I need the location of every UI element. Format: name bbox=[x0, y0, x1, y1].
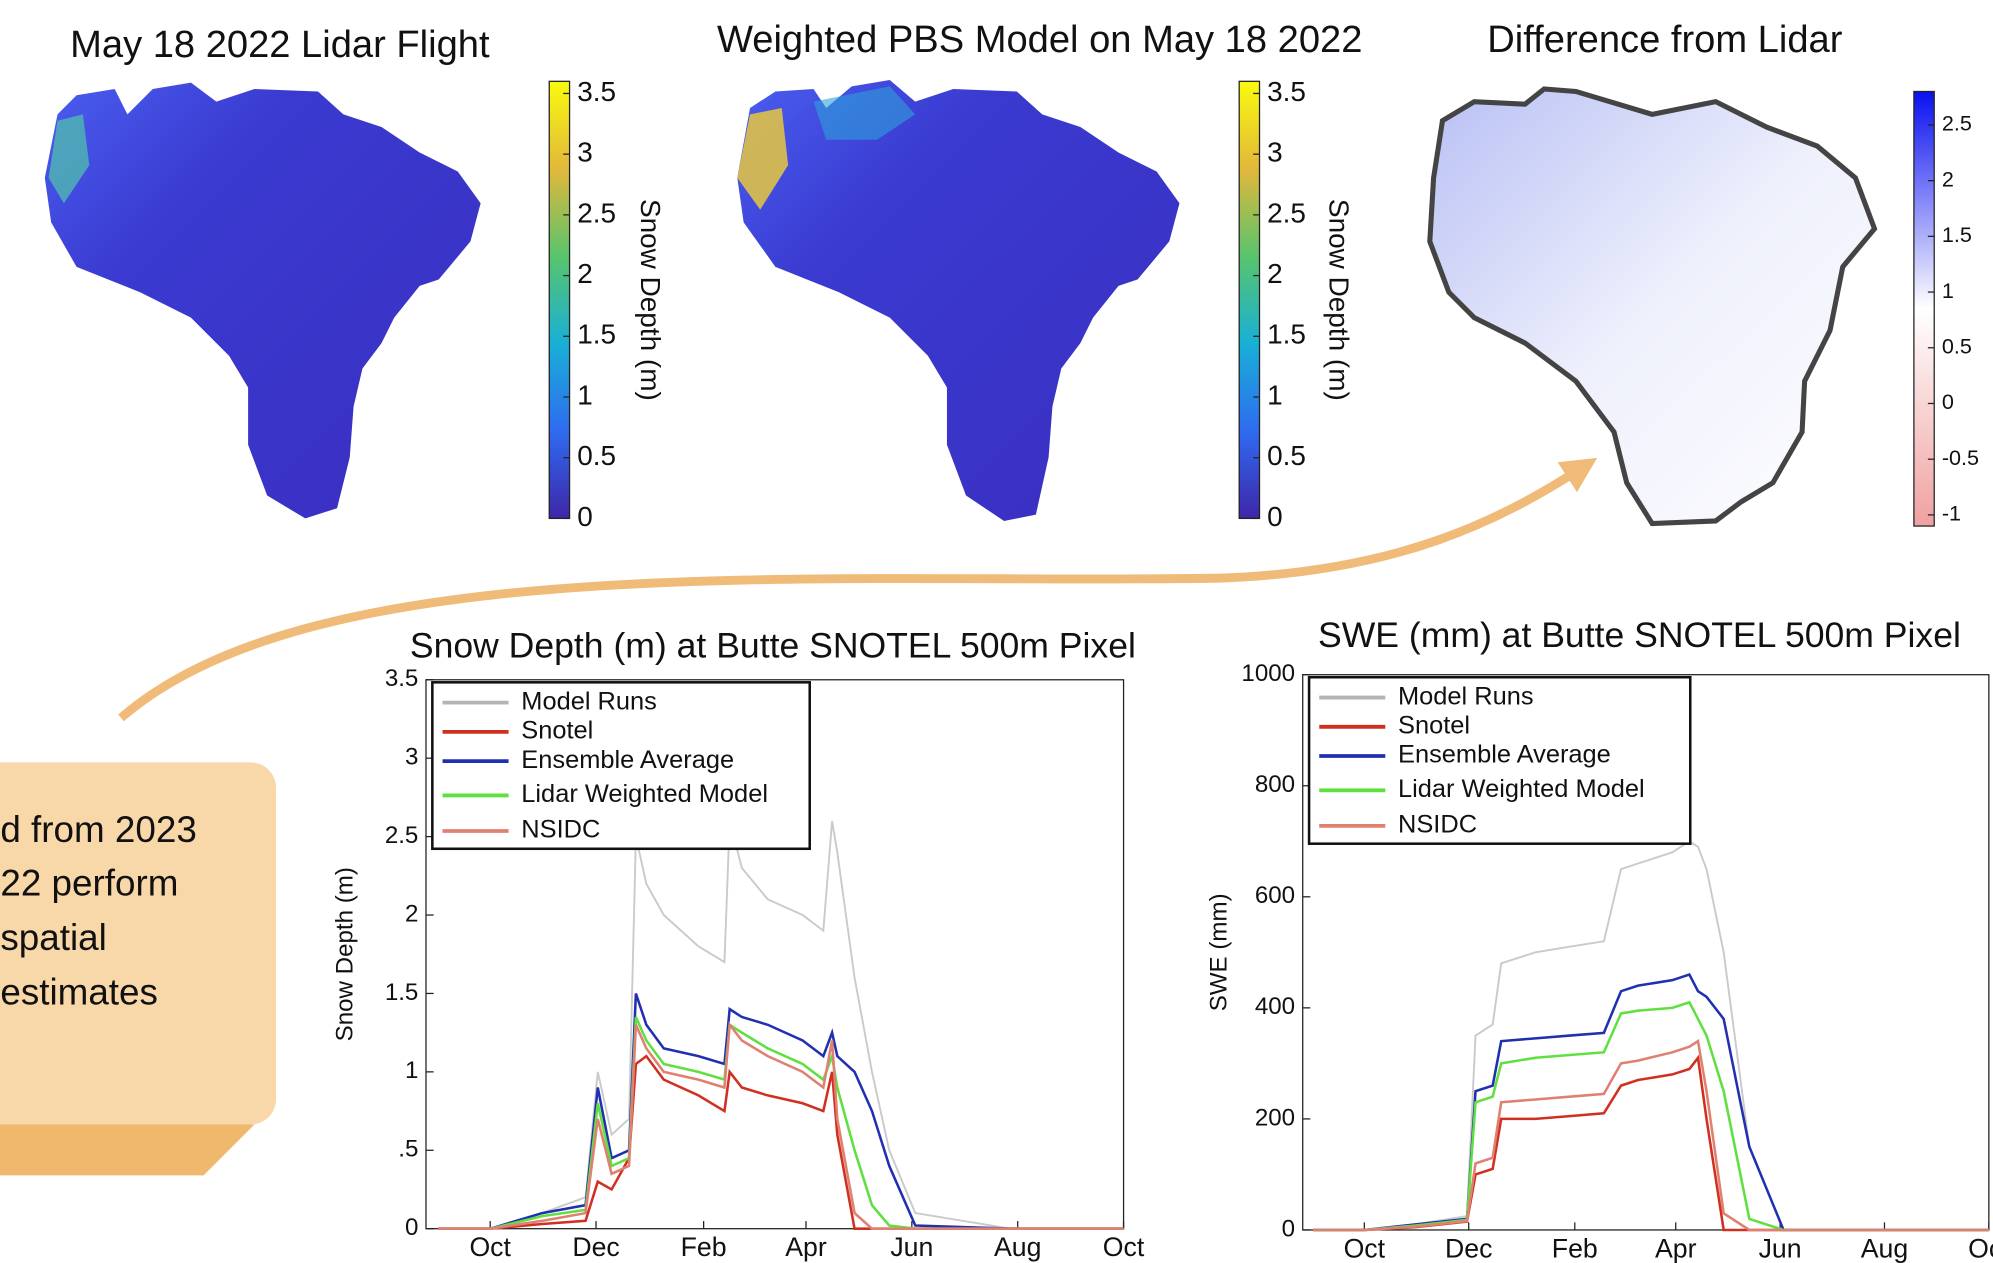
callout: d from 2023 22 perform spatial estimates bbox=[0, 762, 276, 1175]
x-tick-label: Dec bbox=[572, 1232, 619, 1262]
x-tick-label: Feb bbox=[1552, 1233, 1598, 1263]
y-tick-label: 0 bbox=[405, 1214, 418, 1241]
chart-title: Snow Depth (m) at Butte SNOTEL 500m Pixe… bbox=[410, 625, 1136, 665]
colorbar-tick-label: 1.5 bbox=[1267, 319, 1306, 350]
x-tick-label: Aug bbox=[994, 1232, 1041, 1262]
colorbar-label: Snow Depth (m) bbox=[635, 199, 666, 401]
colorbar-tick-label: -1 bbox=[1942, 501, 1961, 526]
x-tick-label: Feb bbox=[681, 1232, 727, 1262]
panel-title: Weighted PBS Model on May 18 2022 bbox=[717, 19, 1362, 61]
y-tick-label: 0 bbox=[1282, 1215, 1295, 1242]
y-tick-label: 3.5 bbox=[385, 665, 419, 692]
map-difference bbox=[1430, 89, 1875, 524]
legend-label: NSIDC bbox=[521, 816, 600, 844]
colorbar-tick-label: 3 bbox=[1267, 137, 1283, 168]
legend-label: Ensemble Average bbox=[521, 746, 734, 774]
x-tick-label: Dec bbox=[1445, 1233, 1492, 1263]
colorbar-tick-label: 2 bbox=[577, 258, 593, 289]
panel-title: May 18 2022 Lidar Flight bbox=[70, 24, 490, 66]
callout-line: spatial bbox=[0, 917, 106, 958]
x-tick-label: Oct bbox=[1103, 1232, 1145, 1262]
legend-label: Snotel bbox=[521, 717, 593, 745]
colorbar-tick-label: 1.5 bbox=[1942, 222, 1972, 247]
y-tick-label: 1.5 bbox=[385, 979, 419, 1006]
y-tick-label: 2.5 bbox=[385, 822, 419, 849]
x-tick-label: Oct bbox=[1968, 1233, 1993, 1263]
legend-label: Lidar Weighted Model bbox=[1398, 775, 1645, 803]
colorbar-tick-label: 0.5 bbox=[1942, 333, 1972, 358]
x-tick-label: Jun bbox=[1759, 1233, 1802, 1263]
map-model bbox=[737, 80, 1179, 521]
y-axis-label: Snow Depth (m) bbox=[331, 867, 358, 1041]
colorbar-tick-label: 2 bbox=[1942, 166, 1954, 191]
legend-label: NSIDC bbox=[1398, 811, 1477, 839]
y-tick-label: .5 bbox=[398, 1136, 418, 1163]
colorbar-tick-label: -0.5 bbox=[1942, 445, 1979, 470]
y-axis-label: SWE (mm) bbox=[1206, 893, 1233, 1011]
legend-label: Ensemble Average bbox=[1398, 741, 1611, 769]
map-lidar bbox=[45, 83, 481, 519]
x-tick-label: Aug bbox=[1861, 1233, 1908, 1263]
colorbar-tick-label: 3.5 bbox=[577, 76, 616, 107]
colorbar-tick-label: 0 bbox=[1942, 389, 1954, 414]
x-tick-label: Apr bbox=[1655, 1233, 1697, 1263]
y-tick-label: 1000 bbox=[1241, 660, 1295, 687]
x-tick-label: Jun bbox=[890, 1232, 933, 1262]
y-tick-label: 1 bbox=[405, 1057, 418, 1084]
x-tick-label: Oct bbox=[1344, 1233, 1386, 1263]
colorbar-tick-label: 1 bbox=[577, 379, 593, 410]
x-tick-label: Apr bbox=[785, 1232, 827, 1262]
colorbar-tick-label: 0 bbox=[577, 501, 593, 532]
colorbar-tick-label: 1.5 bbox=[577, 319, 616, 350]
colorbar bbox=[1914, 91, 1934, 526]
y-tick-label: 200 bbox=[1255, 1104, 1295, 1131]
colorbar-tick-label: 0.5 bbox=[1267, 440, 1306, 471]
colorbar-tick-label: 3 bbox=[577, 137, 593, 168]
y-tick-label: 400 bbox=[1255, 993, 1295, 1020]
y-tick-label: 2 bbox=[405, 900, 418, 927]
x-tick-label: Oct bbox=[469, 1232, 511, 1262]
panel-title: Difference from Lidar bbox=[1487, 19, 1842, 61]
legend-label: Snotel bbox=[1398, 712, 1470, 740]
callout-line: d from 2023 bbox=[0, 809, 197, 850]
y-tick-label: 3 bbox=[405, 744, 418, 771]
colorbar-tick-label: 2.5 bbox=[577, 197, 616, 228]
page: d from 2023 22 perform spatial estimates… bbox=[0, 0, 1993, 1263]
legend-label: Lidar Weighted Model bbox=[521, 780, 768, 808]
colorbar-label: Snow Depth (m) bbox=[1324, 199, 1355, 401]
legend-label: Model Runs bbox=[521, 687, 657, 715]
colorbar-tick-label: 1 bbox=[1942, 278, 1954, 303]
colorbar bbox=[1239, 81, 1259, 518]
colorbar-tick-label: 0.5 bbox=[577, 440, 616, 471]
colorbar-tick-label: 1 bbox=[1267, 379, 1283, 410]
colorbar-tick-label: 0 bbox=[1267, 501, 1283, 532]
figure: d from 2023 22 perform spatial estimates… bbox=[0, 0, 1993, 1263]
chart-title: SWE (mm) at Butte SNOTEL 500m Pixel bbox=[1318, 615, 1961, 655]
colorbar-tick-label: 2 bbox=[1267, 258, 1283, 289]
colorbar bbox=[549, 81, 569, 518]
colorbar-tick-label: 2.5 bbox=[1942, 111, 1972, 136]
y-tick-label: 600 bbox=[1255, 882, 1295, 909]
colorbar-tick-label: 2.5 bbox=[1267, 197, 1306, 228]
callout-line: 22 perform bbox=[0, 862, 178, 903]
y-tick-label: 800 bbox=[1255, 771, 1295, 798]
callout-line: estimates bbox=[0, 972, 158, 1013]
colorbar-tick-label: 3.5 bbox=[1267, 76, 1306, 107]
legend-label: Model Runs bbox=[1398, 682, 1534, 710]
